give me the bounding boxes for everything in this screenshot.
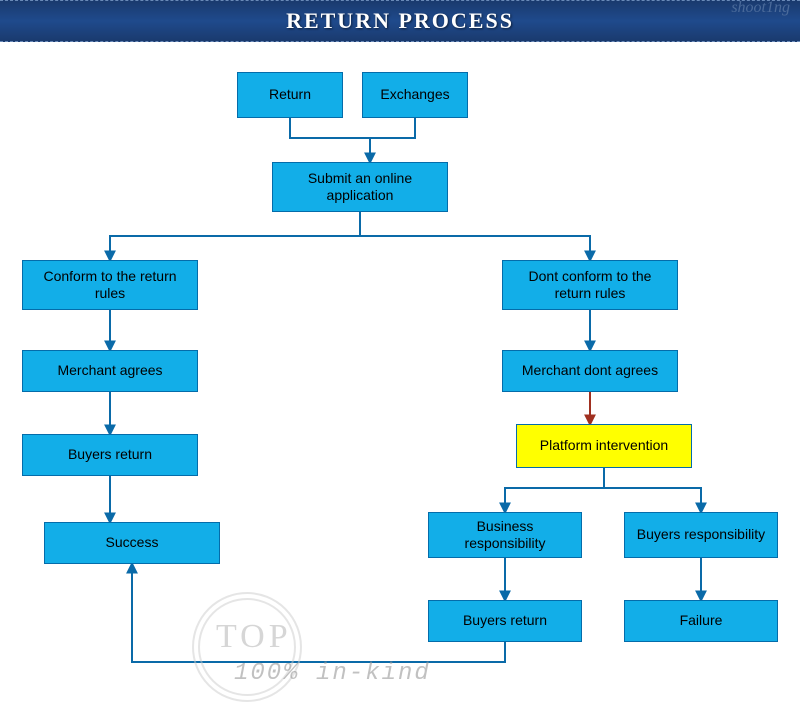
node-submit: Submit an online application xyxy=(272,162,448,212)
node-buyret1: Buyers return xyxy=(22,434,198,476)
edge-submit-notconform xyxy=(360,236,590,260)
node-bizresp: Business responsibility xyxy=(428,512,582,558)
page-title: RETURN PROCESS xyxy=(286,8,514,34)
node-conform: Conform to the return rules xyxy=(22,260,198,310)
node-failure: Failure xyxy=(624,600,778,642)
watermark-top-right: shoot1ng xyxy=(731,0,790,17)
edge-submit-conform xyxy=(110,212,360,260)
edge-return-submit xyxy=(290,118,370,162)
flowchart-canvas: Return Exchanges Submit an online applicat… xyxy=(0,42,800,695)
node-mdisagree: Merchant dont agrees xyxy=(502,350,678,392)
node-magree: Merchant agrees xyxy=(22,350,198,392)
edge-exchanges-submit xyxy=(370,118,415,138)
header-bar: RETURN PROCESS shoot1ng xyxy=(0,0,800,42)
node-notconform: Dont conform to the return rules xyxy=(502,260,678,310)
watermark-top-text: TOP xyxy=(216,618,292,656)
edge-platform-bizresp xyxy=(505,468,604,512)
node-exchanges: Exchanges xyxy=(362,72,468,118)
node-return: Return xyxy=(237,72,343,118)
node-success: Success xyxy=(44,522,220,564)
node-platform: Platform intervention xyxy=(516,424,692,468)
node-buyresp: Buyers responsibility xyxy=(624,512,778,558)
node-buyret2: Buyers return xyxy=(428,600,582,642)
watermark-kind-text: 100% in-kind xyxy=(234,660,431,687)
edge-platform-buyresp xyxy=(604,488,701,512)
